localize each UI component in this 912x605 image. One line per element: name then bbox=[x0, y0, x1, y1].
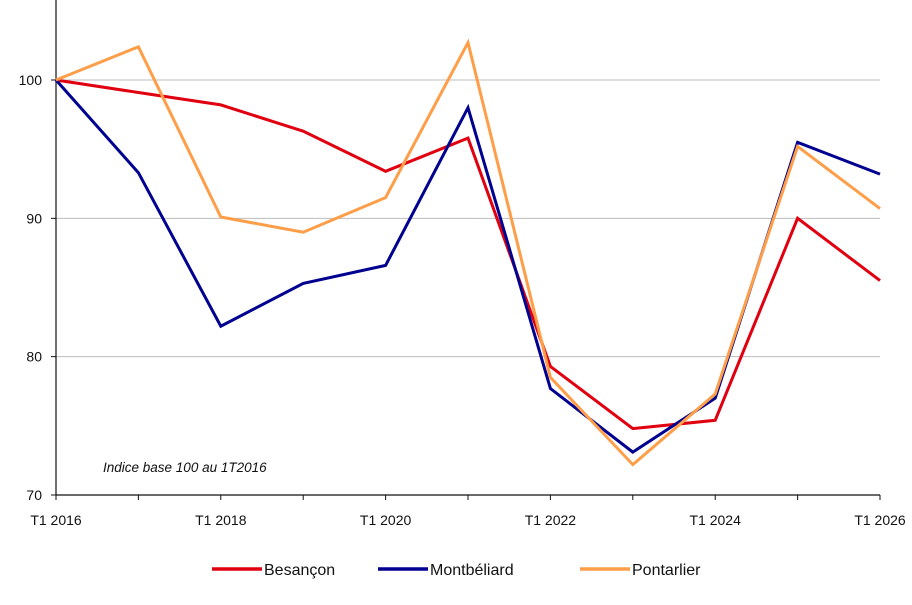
series-line-3 bbox=[55, 38, 881, 467]
y-tick-label: 90 bbox=[26, 210, 42, 226]
chart-annotation: Indice base 100 au 1T2016 bbox=[103, 460, 267, 475]
x-tick-label: T1 2018 bbox=[195, 512, 247, 528]
y-tick-label: 80 bbox=[26, 349, 42, 365]
axes: 70 80 90 100 T1 2016 T1 2018 T1 2020 T1 2022 T1 … bbox=[19, 0, 906, 528]
y-tick-label: 100 bbox=[19, 72, 43, 88]
legend-label-3: Pontarlier bbox=[632, 562, 701, 579]
gridlines bbox=[56, 79, 880, 358]
series-line-1 bbox=[55, 78, 881, 431]
x-tick-label: T1 2024 bbox=[690, 512, 742, 528]
x-tick-label: T1 2020 bbox=[360, 512, 412, 528]
legend-label-2: Montbéliard bbox=[430, 562, 514, 579]
x-tick-label: T1 2016 bbox=[30, 512, 82, 528]
y-tick-label: 70 bbox=[26, 487, 42, 503]
legend: Besançon Montbéliard Pontarlier bbox=[212, 562, 701, 579]
series-lines bbox=[54, 38, 881, 467]
legend-label-1: Besançon bbox=[264, 562, 335, 579]
x-tick-label: T1 2022 bbox=[525, 512, 577, 528]
x-tick-label: T1 2026 bbox=[854, 512, 906, 528]
